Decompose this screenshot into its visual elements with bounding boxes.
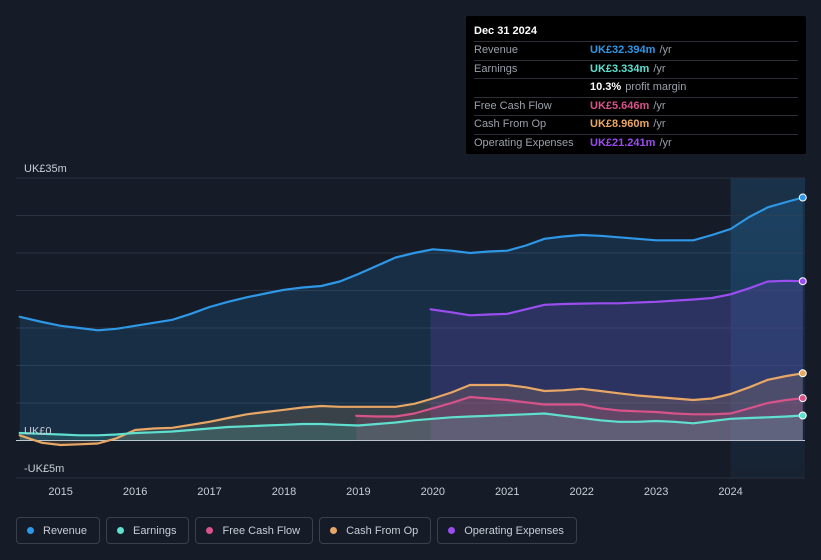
- tooltip-unit: profit margin: [625, 81, 687, 93]
- legend-item-operating-expenses[interactable]: Operating Expenses: [437, 517, 577, 544]
- x-tick-label: 2016: [123, 486, 147, 498]
- tooltip-row-revenue: Revenue UK£32.394m /yr: [474, 41, 798, 60]
- tooltip-unit: /yr: [653, 99, 666, 112]
- tooltip-value: UK£21.241m: [590, 136, 656, 149]
- tooltip-label: Free Cash Flow: [474, 99, 552, 112]
- operating-expenses-dot-icon: [448, 527, 456, 534]
- tooltip-value: UK£3.334m: [590, 62, 650, 75]
- earnings-endpoint: [798, 411, 807, 420]
- revenue-line: [18, 196, 804, 332]
- x-tick-label: 2024: [718, 486, 742, 498]
- tooltip-row-operating-expenses: Operating Expenses UK£21.241m /yr: [474, 133, 798, 153]
- legend-label: Free Cash Flow: [222, 524, 301, 537]
- earnings-dot-icon: [117, 527, 125, 534]
- chart: UK£35m UK£0 -UK£5m 2015 2016 2017 2018 2019 202…: [16, 163, 807, 498]
- tooltip-unit: /yr: [659, 44, 672, 56]
- series-lines: [18, 196, 804, 447]
- operating-expenses-line: [429, 279, 804, 317]
- free-cash-flow-dot-icon: [206, 527, 214, 534]
- x-tick-label: 2019: [346, 486, 370, 498]
- free-cash-flow-line: [355, 395, 804, 418]
- x-tick-label: 2017: [197, 486, 221, 498]
- x-tick-label: 2021: [495, 486, 519, 498]
- x-tick-label: 2023: [644, 486, 668, 498]
- free-cash-flow-endpoint: [798, 394, 807, 403]
- tooltip: Dec 31 2024 Revenue UK£32.394m /yr Earni…: [466, 16, 806, 154]
- tooltip-row-cash-from-op: Cash From Op UK£8.960m /yr: [474, 115, 798, 134]
- x-tick-label: 2018: [272, 486, 296, 498]
- x-axis-labels: 2015 2016 2017 2018 2019 2020 2021 2022 2023 2024: [48, 486, 742, 498]
- series-areas: [19, 197, 803, 445]
- legend-label: Operating Expenses: [464, 524, 564, 537]
- tooltip-label: Revenue: [474, 44, 519, 56]
- tooltip-row-profit-margin: 10.3% profit margin: [474, 78, 798, 97]
- tooltip-value: 10.3%: [590, 81, 622, 93]
- tooltip-unit: /yr: [653, 62, 666, 75]
- earnings-area: [19, 413, 803, 441]
- y-tick-label: UK£35m: [24, 163, 67, 175]
- operating-expenses-area: [430, 280, 803, 441]
- legend-label: Earnings: [133, 524, 177, 537]
- y-tick-label: UK£0: [24, 426, 52, 438]
- cash-from-op-endpoint: [798, 369, 807, 378]
- cash-from-op-dot-icon: [330, 527, 338, 534]
- revenue-dot-icon: [27, 527, 34, 534]
- x-tick-label: 2022: [569, 486, 593, 498]
- tooltip-unit: /yr: [659, 136, 672, 149]
- legend-label: Revenue: [43, 524, 88, 537]
- y-tick-label: -UK£5m: [24, 463, 64, 475]
- tooltip-row-free-cash-flow: Free Cash Flow UK£5.646m /yr: [474, 96, 798, 116]
- tooltip-label: Cash From Op: [474, 118, 547, 130]
- legend-item-free-cash-flow[interactable]: Free Cash Flow: [195, 517, 314, 544]
- x-tick-label: 2015: [48, 486, 72, 498]
- tooltip-label: [474, 79, 590, 97]
- tooltip-value: UK£32.394m: [590, 44, 656, 56]
- tooltip-date: Dec 31 2024: [474, 25, 537, 37]
- legend-label: Cash From Op: [346, 524, 419, 537]
- tooltip-value: UK£8.960m: [590, 118, 650, 130]
- tooltip-label: Operating Expenses: [474, 136, 574, 149]
- operating-expenses-endpoint: [798, 277, 807, 286]
- x-tick-label: 2020: [421, 486, 445, 498]
- legend-item-cash-from-op[interactable]: Cash From Op: [319, 517, 432, 544]
- cash-from-op-line: [18, 372, 804, 447]
- legend: Revenue Earnings Free Cash Flow Cash Fro…: [16, 517, 577, 544]
- tooltip-label: Earnings: [474, 62, 518, 75]
- revenue-endpoint: [798, 193, 807, 202]
- tooltip-unit: /yr: [653, 118, 666, 130]
- legend-item-earnings[interactable]: Earnings: [106, 517, 190, 544]
- series-endpoints: [798, 193, 807, 420]
- tooltip-row-earnings: Earnings UK£3.334m /yr: [474, 59, 798, 79]
- earnings-line: [18, 412, 804, 437]
- y-axis-labels: UK£35m UK£0 -UK£5m: [24, 163, 67, 475]
- revenue-area: [19, 197, 803, 441]
- legend-item-revenue[interactable]: Revenue: [16, 517, 101, 544]
- tooltip-value: UK£5.646m: [590, 99, 650, 112]
